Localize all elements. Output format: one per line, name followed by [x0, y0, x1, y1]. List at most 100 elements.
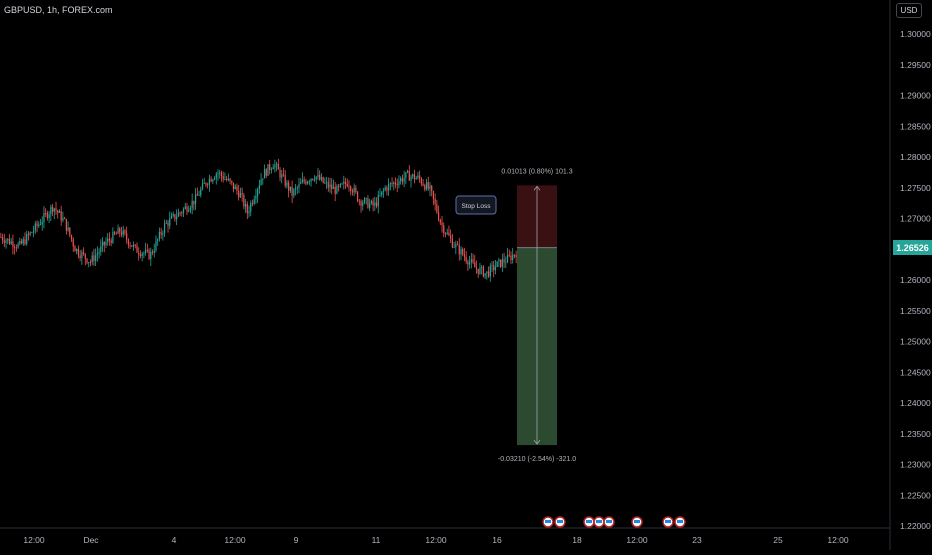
candle-body [100, 245, 102, 252]
event-flag-icon [606, 520, 612, 523]
x-tick-label: 12:00 [827, 535, 849, 545]
candle-body [324, 182, 326, 184]
candle-body [501, 259, 503, 267]
candle-body [374, 202, 376, 206]
candle-body [84, 253, 86, 259]
candle-body [194, 194, 197, 205]
candle-body [274, 164, 276, 168]
candle-body [108, 238, 111, 241]
candle-body [207, 184, 209, 186]
candle-body [460, 249, 462, 255]
candle-body [470, 259, 472, 262]
candle-body [239, 193, 242, 198]
candle-body [169, 218, 171, 226]
candle-body [250, 202, 252, 212]
candle-body [182, 208, 185, 213]
candle-body [89, 262, 92, 263]
candle-body [451, 238, 453, 248]
candle-body [312, 178, 314, 180]
candle-body [145, 249, 147, 253]
candle-body [139, 254, 142, 257]
candle-body [67, 227, 69, 231]
candle-body [82, 252, 85, 254]
candle-body [193, 200, 195, 205]
candle-body [14, 247, 16, 249]
x-tick-label: Dec [83, 535, 99, 545]
candle-body [267, 164, 269, 176]
candle-body [329, 184, 331, 188]
candle-body [331, 184, 333, 190]
candle-body [277, 163, 279, 170]
candle-body [401, 178, 404, 182]
candle-body [165, 222, 167, 224]
candle-body [446, 232, 448, 234]
candle-body [134, 244, 136, 246]
candle-body [317, 174, 319, 177]
candle-body [269, 164, 271, 170]
candle-body [232, 182, 235, 190]
candle-body [393, 182, 395, 185]
candle-body [351, 190, 354, 193]
candle-body [425, 182, 428, 190]
y-tick-label: 1.29500 [900, 60, 931, 70]
candle-body [174, 214, 176, 220]
candle-body [224, 178, 226, 180]
candle-body [353, 187, 355, 193]
candle-body [486, 271, 488, 274]
candle-body [184, 206, 186, 209]
x-tick-label: 12:00 [224, 535, 246, 545]
event-flag-icon [545, 520, 551, 523]
event-flag-icon [634, 520, 640, 523]
candle-body [332, 186, 335, 190]
x-tick-label: 25 [773, 535, 783, 545]
candle-body [301, 179, 304, 183]
candle-body [489, 265, 491, 277]
currency-button[interactable]: USD [896, 3, 922, 18]
y-tick-label: 1.30000 [900, 29, 931, 39]
x-tick-label: 12:00 [23, 535, 45, 545]
candle-body [91, 255, 93, 263]
candle-body [370, 200, 372, 204]
candle-body [255, 195, 257, 200]
candle-body [375, 202, 378, 207]
candle-body [510, 255, 512, 261]
candle-body [162, 233, 164, 235]
event-flag-icon [677, 520, 683, 523]
candle-body [120, 232, 123, 235]
candle-body [396, 184, 398, 186]
candle-body [246, 204, 248, 214]
y-tick-label: 1.22000 [900, 521, 931, 531]
stop-loss-tooltip-text: Stop Loss [462, 203, 492, 210]
x-tick-label: 9 [294, 535, 299, 545]
candle-body [384, 187, 386, 191]
candle-body [263, 169, 266, 179]
candle-body [450, 235, 452, 239]
candle-body [448, 232, 450, 236]
candle-body [300, 182, 302, 184]
candle-body [279, 169, 281, 178]
candle-body [1, 237, 4, 241]
stop-loss-tooltip [455, 195, 497, 215]
candle-body [189, 207, 192, 211]
candle-body [472, 259, 474, 263]
candle-body [107, 238, 109, 243]
x-tick-label: 23 [692, 535, 702, 545]
y-tick-label: 1.27500 [900, 183, 931, 193]
candle-body [36, 223, 38, 227]
last-price-tag: 1.26526 [893, 240, 932, 255]
candle-body [241, 193, 243, 195]
candle-body [74, 246, 76, 252]
stop-label: 0.01013 (0.80%) 101.3 [501, 168, 572, 175]
candle-body [467, 261, 469, 265]
candle-body [506, 254, 509, 263]
candle-body [391, 183, 393, 185]
candle-body [227, 178, 229, 180]
candle-body [198, 195, 200, 197]
candle-body [72, 239, 74, 247]
candle-body [293, 189, 295, 196]
candle-body [275, 163, 278, 165]
candle-body [477, 268, 479, 274]
candle-body [365, 198, 367, 200]
